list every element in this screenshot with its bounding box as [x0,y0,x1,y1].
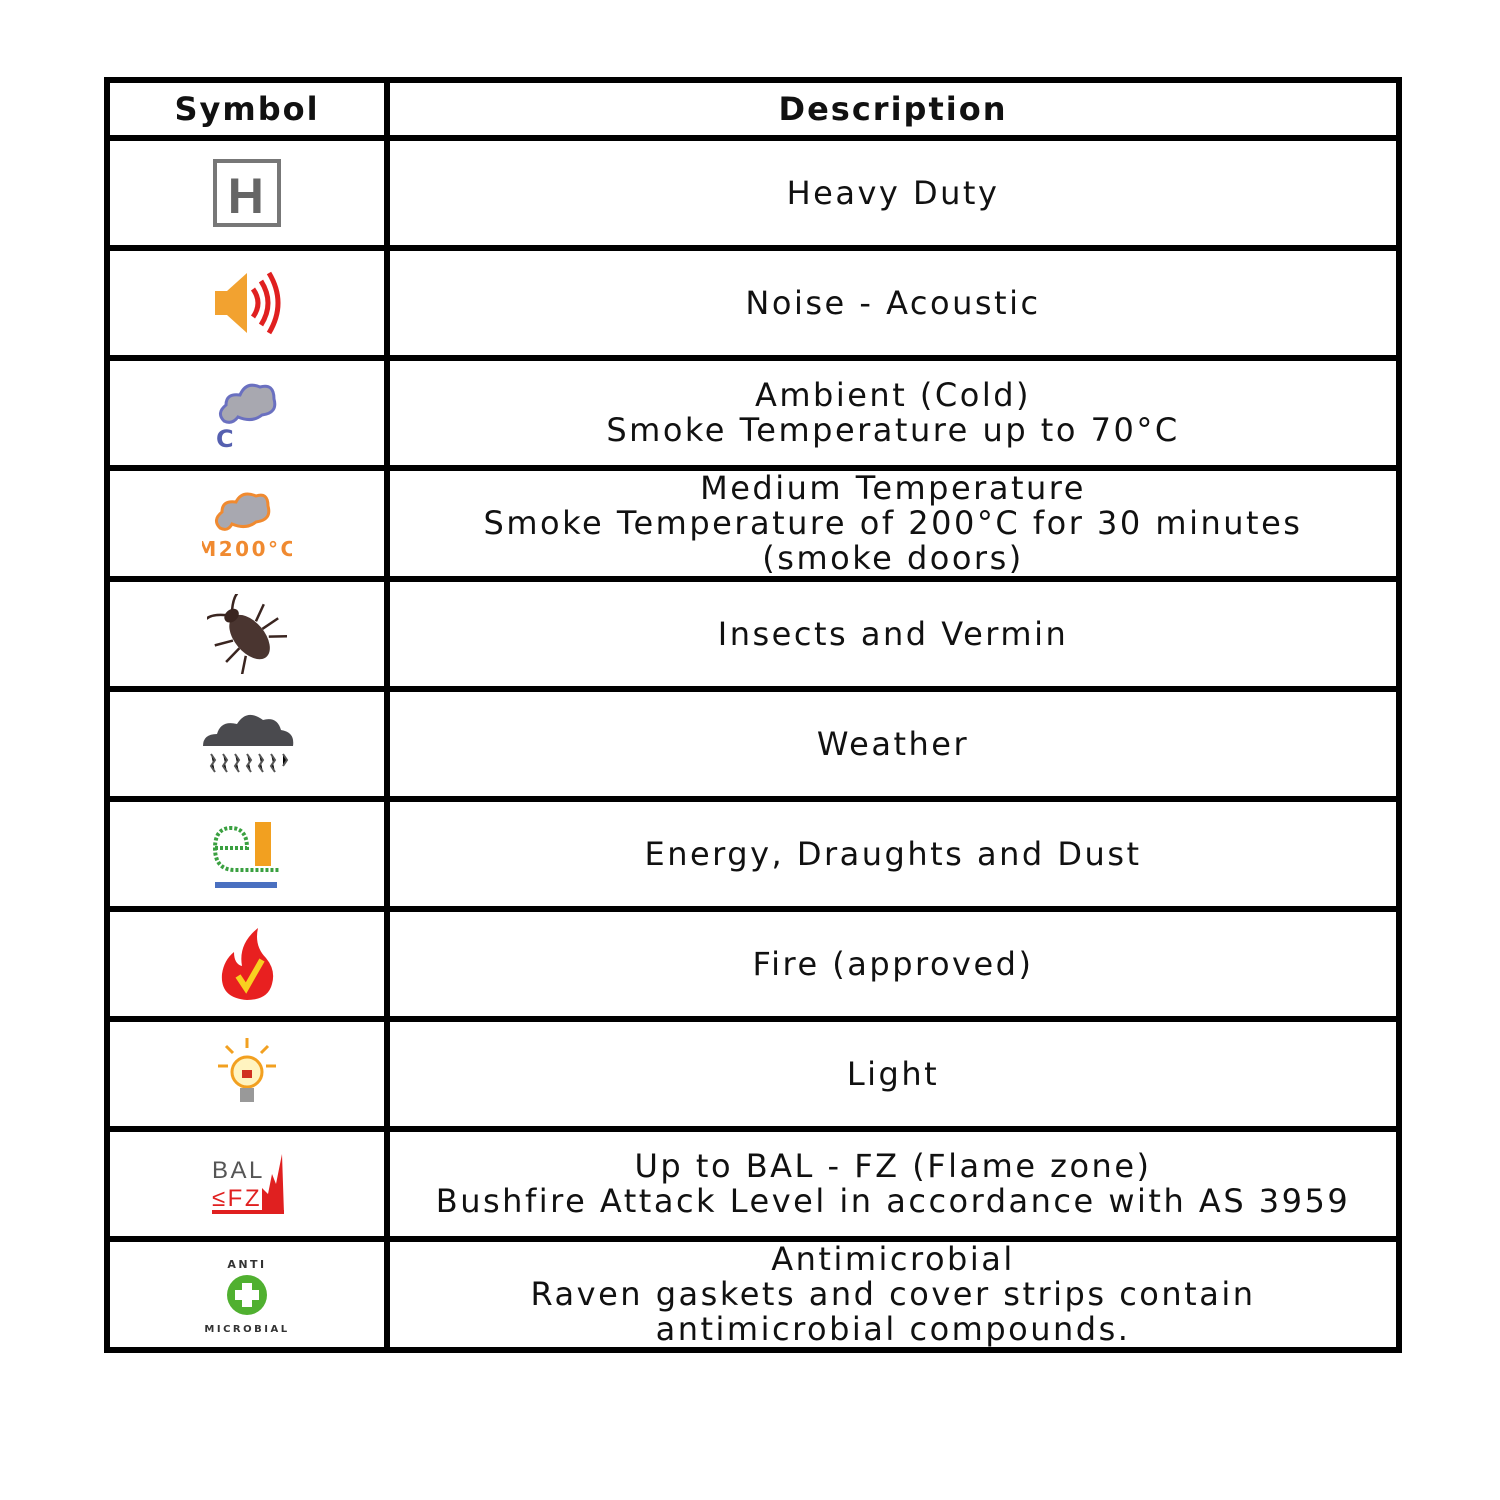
description-line: (smoke doors) [762,539,1024,577]
symbol-table: Symbol Description H Heavy Duty Noise - … [104,77,1402,1353]
light-bulb-icon [218,1038,276,1102]
table-row: H Heavy Duty [104,135,1402,251]
description-line: Raven gaskets and cover strips contain [530,1275,1256,1313]
svg-text:BAL: BAL [212,1157,265,1184]
fire-check-icon [221,928,274,1000]
table-row: Energy, Draughts and Dust [104,796,1402,912]
svg-text:MICROBIAL: MICROBIAL [204,1324,289,1335]
energy-seal-icon [212,822,279,888]
description-line: Insects and Vermin [717,614,1069,653]
description-line: Heavy Duty [786,173,1000,212]
description-line: antimicrobial compounds. [655,1310,1131,1348]
description-line: Weather [816,724,970,763]
description-line: Ambient (Cold) [754,376,1032,414]
table-row: Insects and Vermin [104,576,1402,692]
description-line: Smoke Temperature of 200°C for 30 minute… [483,504,1303,542]
table-row: Light [104,1016,1402,1132]
heavy-duty-icon: H [213,159,281,227]
icon-text: M200°C [202,537,292,561]
description-line: Bushfire Attack Level in accordance with… [435,1182,1351,1220]
icon-text: C [216,425,236,453]
svg-text:≤FZ: ≤FZ [212,1185,262,1212]
speaker-sound-icon [215,271,281,335]
table-row: Noise - Acoustic [104,245,1402,361]
svg-text:H: H [228,168,267,224]
rain-cloud-icon [203,714,294,773]
table-row: Fire (approved) [104,906,1402,1022]
description-line: Light [846,1054,940,1093]
description-line: Smoke Temperature up to 70°C [606,411,1180,449]
medium-smoke-icon: M200°C [202,492,292,561]
bal-fz-icon: BAL≤FZ [212,1154,284,1214]
description-line: Energy, Draughts and Dust [644,834,1142,873]
header-description: Description [384,77,1402,141]
cold-smoke-icon: C [216,383,277,453]
table-row: BAL ≤FZ Up to BAL - FZ (Flame zone) Bushfi… [104,1126,1402,1242]
description-line: Fire (approved) [752,944,1034,983]
table-row: Weather [104,686,1402,802]
description-line: Antimicrobial [771,1240,1015,1278]
description-line: Up to BAL - FZ (Flame zone) [634,1147,1152,1185]
cockroach-icon [207,594,287,674]
table-row: ANTI MICROBIAL Antimicrobial Raven gaskets… [104,1236,1402,1353]
description-line: Medium Temperature [700,469,1086,507]
table-row: C Ambient (Cold) Smoke Temperature up to … [104,355,1402,471]
header-symbol: Symbol [104,77,390,141]
svg-text:ANTI: ANTI [227,1258,266,1271]
table-row: M200°C Medium Temperature Smoke Temperatu… [104,465,1402,582]
description-line: Noise - Acoustic [745,283,1041,322]
antimicrobial-icon: ANTI MICROBIAL [204,1258,289,1335]
header-row: Symbol Description [104,77,1402,141]
